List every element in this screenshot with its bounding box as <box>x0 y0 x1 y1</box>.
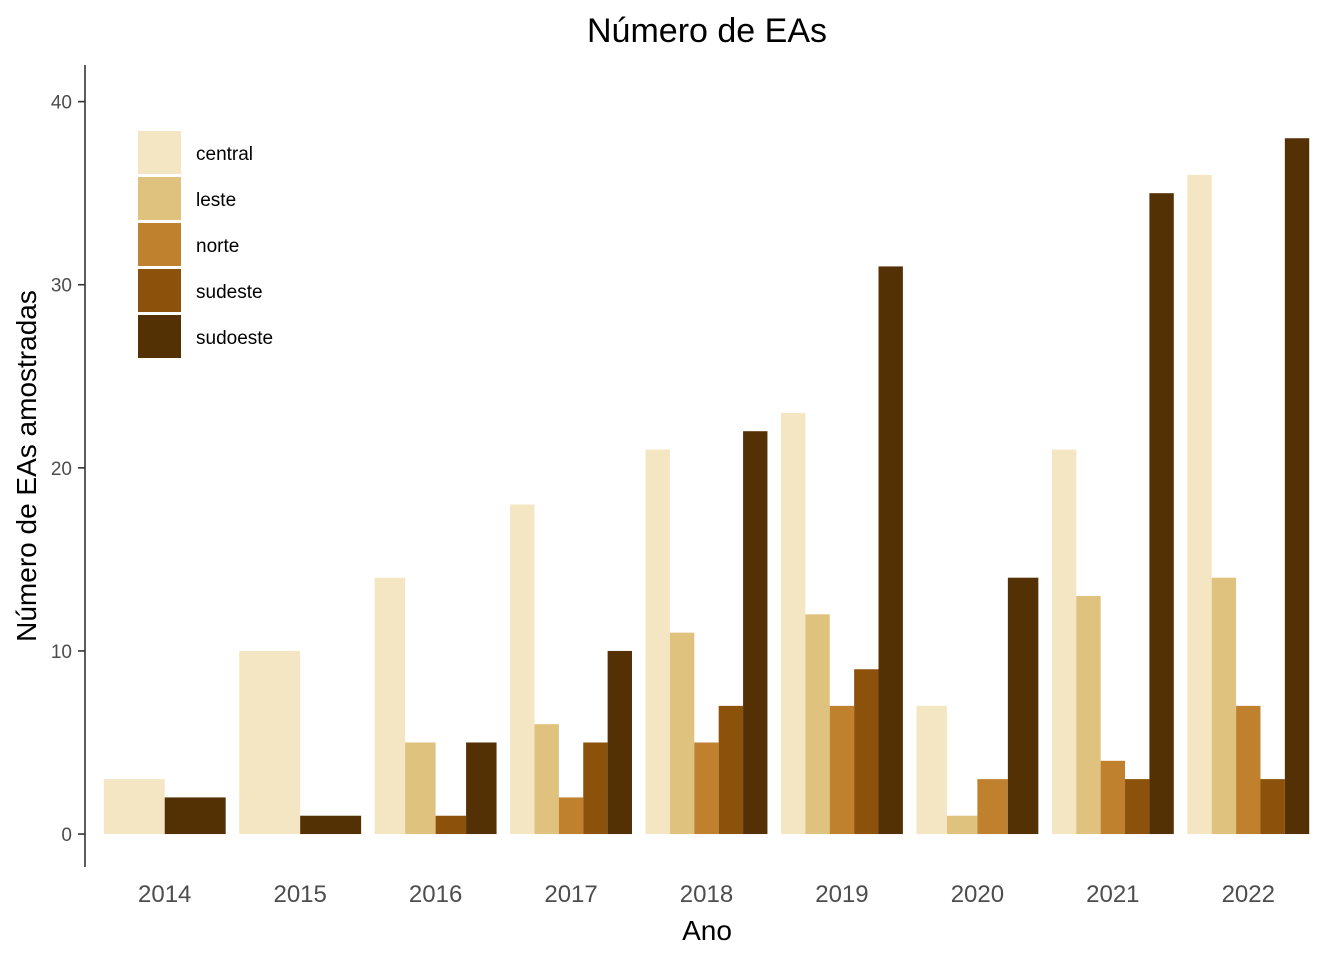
x-axis-title: Ano <box>682 915 732 946</box>
bar-leste-2016 <box>405 742 436 835</box>
y-tick-label: 10 <box>51 642 72 663</box>
x-tick-label: 2015 <box>273 881 326 908</box>
legend: central leste norte sudeste sudoeste <box>138 131 273 358</box>
bar-central-2016 <box>374 577 406 835</box>
bar-sudoeste-2016 <box>466 742 497 835</box>
bar-leste-2022 <box>1211 577 1237 835</box>
legend-swatch-leste <box>138 177 181 220</box>
bar-sudeste-2016 <box>435 815 467 835</box>
x-tick-label: 2022 <box>1222 881 1275 908</box>
bar-central-2017 <box>510 504 535 835</box>
bar-norte-2018 <box>694 742 719 835</box>
y-axis-ticks: 0 10 20 30 40 <box>51 93 85 846</box>
legend-label-norte: norte <box>196 236 239 257</box>
bar-sudoeste-2020 <box>1007 577 1039 835</box>
y-tick-label: 30 <box>51 276 72 297</box>
legend-label-sudoeste: sudoeste <box>196 328 273 349</box>
x-tick-label: 2016 <box>409 881 462 908</box>
bar-norte-2022 <box>1236 705 1261 835</box>
y-tick-label: 40 <box>51 93 72 114</box>
bar-leste-2020 <box>946 815 978 835</box>
bar-norte-2017 <box>558 797 584 835</box>
legend-label-sudeste: sudeste <box>196 282 263 303</box>
legend-label-central: central <box>196 144 253 165</box>
bar-sudoeste-2017 <box>607 650 633 835</box>
bar-sudeste-2022 <box>1260 779 1285 835</box>
bar-sudoeste-2019 <box>878 266 903 835</box>
bar-sudeste-2017 <box>583 742 608 835</box>
bar-sudeste-2019 <box>854 669 879 835</box>
bar-central-2014 <box>103 779 165 835</box>
x-tick-label: 2018 <box>680 881 733 908</box>
legend-swatch-norte <box>138 223 181 266</box>
x-axis-ticks: 2014 2015 2016 2017 2018 2019 2020 2021 2022 <box>138 881 1275 908</box>
x-tick-label: 2014 <box>138 881 191 908</box>
bar-central-2015 <box>239 650 301 835</box>
legend-swatch-sudeste <box>138 269 181 312</box>
x-tick-label: 2019 <box>815 881 868 908</box>
bar-central-2021 <box>1051 449 1077 835</box>
y-tick-label: 20 <box>51 459 72 480</box>
bars-group <box>103 138 1310 835</box>
bar-central-2018 <box>645 449 670 835</box>
bar-sudoeste-2014 <box>164 797 226 835</box>
bar-leste-2019 <box>805 614 830 835</box>
y-axis-title: Número de EAs amostradas <box>11 290 42 642</box>
bar-norte-2021 <box>1100 760 1126 835</box>
legend-swatch-central <box>138 131 181 174</box>
bar-leste-2021 <box>1076 596 1101 835</box>
bar-sudoeste-2015 <box>300 815 362 835</box>
legend-label-leste: leste <box>196 190 236 211</box>
legend-swatch-sudoeste <box>138 315 181 358</box>
bar-central-2022 <box>1187 174 1212 835</box>
bar-sudeste-2021 <box>1125 779 1150 835</box>
x-tick-label: 2017 <box>544 881 597 908</box>
bar-leste-2018 <box>669 632 695 835</box>
bar-leste-2017 <box>534 724 559 835</box>
bar-central-2019 <box>780 412 806 835</box>
bar-central-2020 <box>916 705 947 835</box>
bar-sudeste-2018 <box>718 705 744 835</box>
bar-sudoeste-2018 <box>743 431 768 835</box>
bar-norte-2019 <box>829 705 855 835</box>
bar-sudoeste-2021 <box>1149 193 1174 835</box>
bar-norte-2020 <box>977 779 1008 835</box>
chart-title: Número de EAs <box>587 12 827 50</box>
bar-sudoeste-2022 <box>1284 138 1310 835</box>
x-tick-label: 2021 <box>1086 881 1139 908</box>
y-tick-label: 0 <box>61 825 72 846</box>
x-tick-label: 2020 <box>951 881 1004 908</box>
